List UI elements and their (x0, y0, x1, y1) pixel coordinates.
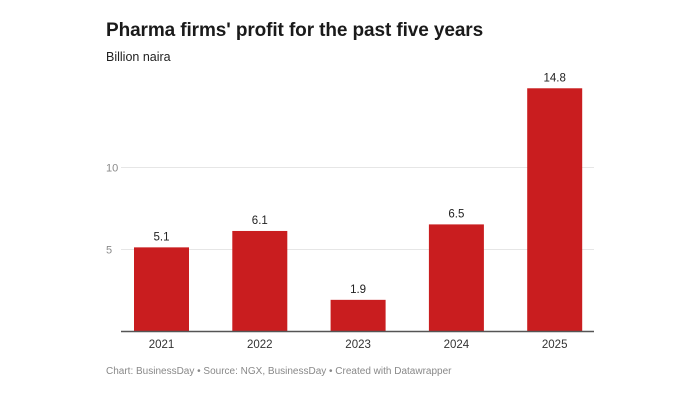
chart-title: Pharma firms' profit for the past five y… (106, 20, 484, 41)
x-tick-label: 2025 (542, 339, 568, 351)
data-label-2024: 6.5 (448, 208, 464, 220)
x-tick-label: 2024 (444, 339, 470, 351)
x-tick-label: 2021 (149, 339, 175, 351)
y-tick-label: 5 (106, 245, 112, 257)
chart-footer: Chart: BusinessDay • Source: NGX, Busine… (106, 366, 452, 377)
data-label-2025: 14.8 (544, 72, 566, 84)
y-tick-label: 10 (106, 163, 118, 175)
gridlines: 5 10 (106, 163, 594, 257)
bar-2023 (330, 299, 386, 331)
chart-subtitle: Billion naira (106, 50, 171, 64)
data-label-2021: 5.1 (154, 231, 170, 243)
bars (134, 88, 583, 331)
bar-2022 (232, 230, 288, 331)
x-tick-label: 2023 (345, 339, 371, 351)
bar-2021 (134, 247, 189, 331)
bar-2025 (527, 88, 583, 331)
data-label-2023: 1.9 (350, 284, 366, 296)
labels: 5.1 2021 6.1 2022 1.9 2023 6.5 2024 14.8 2025 (121, 72, 594, 351)
x-tick-label: 2022 (247, 339, 273, 351)
bar-2024 (428, 224, 484, 331)
data-label-2022: 6.1 (252, 215, 268, 227)
